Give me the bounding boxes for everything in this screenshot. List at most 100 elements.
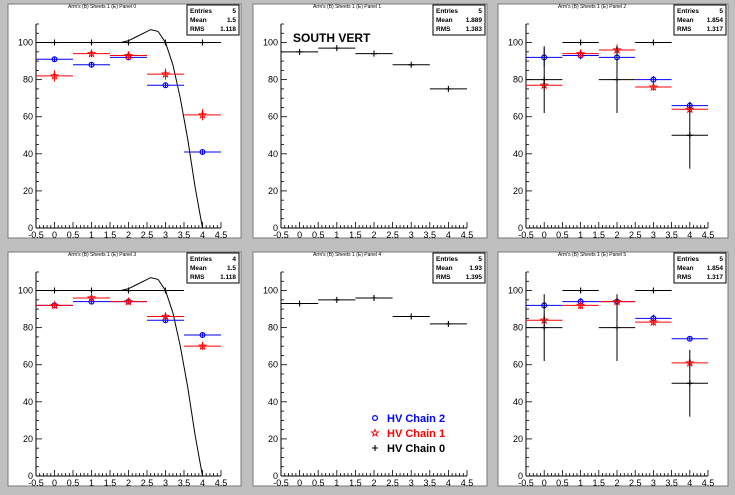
stats-value-entries: 4 (232, 256, 236, 263)
x-tick-label: 0 (297, 478, 302, 488)
data-point (199, 332, 206, 339)
stats-box (673, 252, 727, 284)
stats-label-entries: Entries (436, 8, 458, 15)
stats-label-rms: RMS (190, 274, 205, 281)
stats-box (432, 252, 486, 284)
x-tick-label: 4 (687, 478, 692, 488)
y-tick-label: 60 (513, 112, 523, 122)
x-tick-label: 0 (542, 478, 547, 488)
y-tick-label: 100 (18, 38, 33, 48)
stats-value-rms: 1.118 (220, 274, 236, 281)
series-hv-chain-1 (36, 293, 221, 351)
x-tick-label: 1.5 (104, 478, 117, 488)
data-point (614, 324, 620, 331)
stats-value-mean: 1.93 (469, 265, 482, 272)
y-tick-label: 100 (508, 286, 523, 296)
x-tick-label: 4.5 (702, 230, 715, 240)
x-tick-label: 3.5 (665, 478, 678, 488)
stats-value-mean: 1.854 (707, 17, 724, 24)
x-tick-label: 2 (126, 478, 131, 488)
data-point (686, 380, 693, 387)
stats-label-mean: Mean (190, 265, 207, 272)
data-point (199, 39, 206, 46)
y-tick-label: 20 (23, 186, 33, 196)
y-tick-label: 80 (268, 75, 278, 85)
data-point (408, 313, 415, 320)
x-tick-label: -0.5 (28, 478, 44, 488)
y-tick-label: 100 (263, 286, 278, 296)
data-point (197, 109, 208, 119)
y-tick-label: 60 (23, 360, 33, 370)
x-tick-label: 3 (163, 230, 168, 240)
stats-label-mean: Mean (677, 265, 694, 272)
x-tick-label: 4 (200, 478, 205, 488)
data-point (614, 76, 620, 83)
y-tick-label: 40 (268, 149, 278, 159)
y-tick-label: 100 (508, 38, 523, 48)
stats-value-entries: 5 (478, 256, 482, 263)
x-tick-label: 0.5 (312, 230, 325, 240)
x-tick-label: 4 (446, 478, 451, 488)
stats-value-mean: 1.889 (466, 17, 483, 24)
x-tick-label: 2 (614, 230, 619, 240)
y-tick-label: 80 (23, 323, 33, 333)
legend-label: HV Chain 1 (387, 428, 445, 440)
x-tick-label: 1 (89, 478, 94, 488)
y-tick-label: 40 (513, 397, 523, 407)
pad-title: Arm's (B) Sheets 1 (E) Panel 3 (68, 252, 136, 258)
x-tick-label: 3 (651, 478, 656, 488)
data-point (88, 287, 95, 294)
pad-background (7, 251, 242, 487)
x-tick-label: 2.5 (141, 478, 154, 488)
x-tick-label: 1 (578, 478, 583, 488)
stats-value-rms: 1.383 (466, 26, 483, 33)
data-point (160, 311, 171, 321)
x-tick-label: 0.5 (312, 478, 325, 488)
stats-box (186, 252, 240, 284)
x-tick-label: 4.5 (461, 230, 474, 240)
data-point (408, 61, 415, 68)
x-tick-label: 2 (371, 230, 376, 240)
x-tick-label: 3.5 (665, 230, 678, 240)
x-tick-label: 0.5 (556, 230, 569, 240)
x-tick-label: 1.5 (104, 230, 117, 240)
x-tick-label: 2 (614, 478, 619, 488)
data-point (51, 287, 58, 294)
y-tick-label: 0 (518, 471, 523, 481)
y-tick-label: 20 (268, 186, 278, 196)
pad-background (252, 3, 488, 239)
stats-label-entries: Entries (677, 8, 699, 15)
x-tick-label: 4.5 (461, 478, 474, 488)
x-tick-label: 0 (542, 230, 547, 240)
data-point (541, 324, 548, 331)
stats-value-entries: 5 (719, 256, 723, 263)
x-tick-label: -0.5 (518, 478, 534, 488)
stats-value-rms: 1.317 (707, 26, 724, 33)
x-tick-label: 2.5 (629, 478, 642, 488)
data-point (650, 39, 657, 46)
series-hv-chain-0 (36, 287, 184, 294)
stats-label-rms: RMS (677, 26, 692, 33)
x-tick-label: 3 (651, 230, 656, 240)
y-tick-label: 40 (513, 149, 523, 159)
y-tick-label: 0 (28, 471, 33, 481)
y-tick-label: 60 (268, 112, 278, 122)
stats-label-entries: Entries (190, 8, 212, 15)
legend-marker (372, 415, 379, 422)
y-tick-label: 0 (273, 223, 278, 233)
data-point (650, 287, 657, 294)
stats-label-mean: Mean (190, 17, 207, 24)
x-tick-label: 1.5 (349, 478, 362, 488)
y-tick-label: 0 (273, 471, 278, 481)
x-tick-label: 0.5 (67, 230, 80, 240)
data-point (162, 82, 169, 89)
y-tick-label: 40 (23, 397, 33, 407)
data-point (160, 69, 171, 79)
y-tick-label: 0 (28, 223, 33, 233)
stats-label-rms: RMS (436, 26, 451, 33)
legend-label: HV Chain 2 (387, 413, 445, 425)
x-tick-label: 4 (687, 230, 692, 240)
stats-label-mean: Mean (436, 265, 453, 272)
y-tick-label: 0 (518, 223, 523, 233)
series-hv-chain-0 (526, 39, 708, 169)
